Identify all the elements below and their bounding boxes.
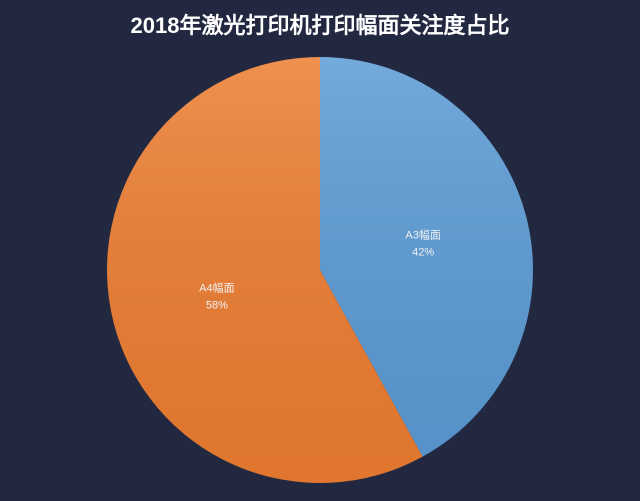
slice-category-label: A4幅面 [199, 281, 234, 294]
labels: A3幅面 42% A4幅面 58% [199, 228, 441, 311]
chart-title: 2018年激光打印机打印幅面关注度占比 [131, 13, 510, 38]
slice-value-label: 58% [206, 299, 228, 311]
slices [106, 57, 533, 483]
slice-category-label: A3幅面 [405, 228, 440, 241]
slice-value-label: 42% [412, 246, 434, 258]
